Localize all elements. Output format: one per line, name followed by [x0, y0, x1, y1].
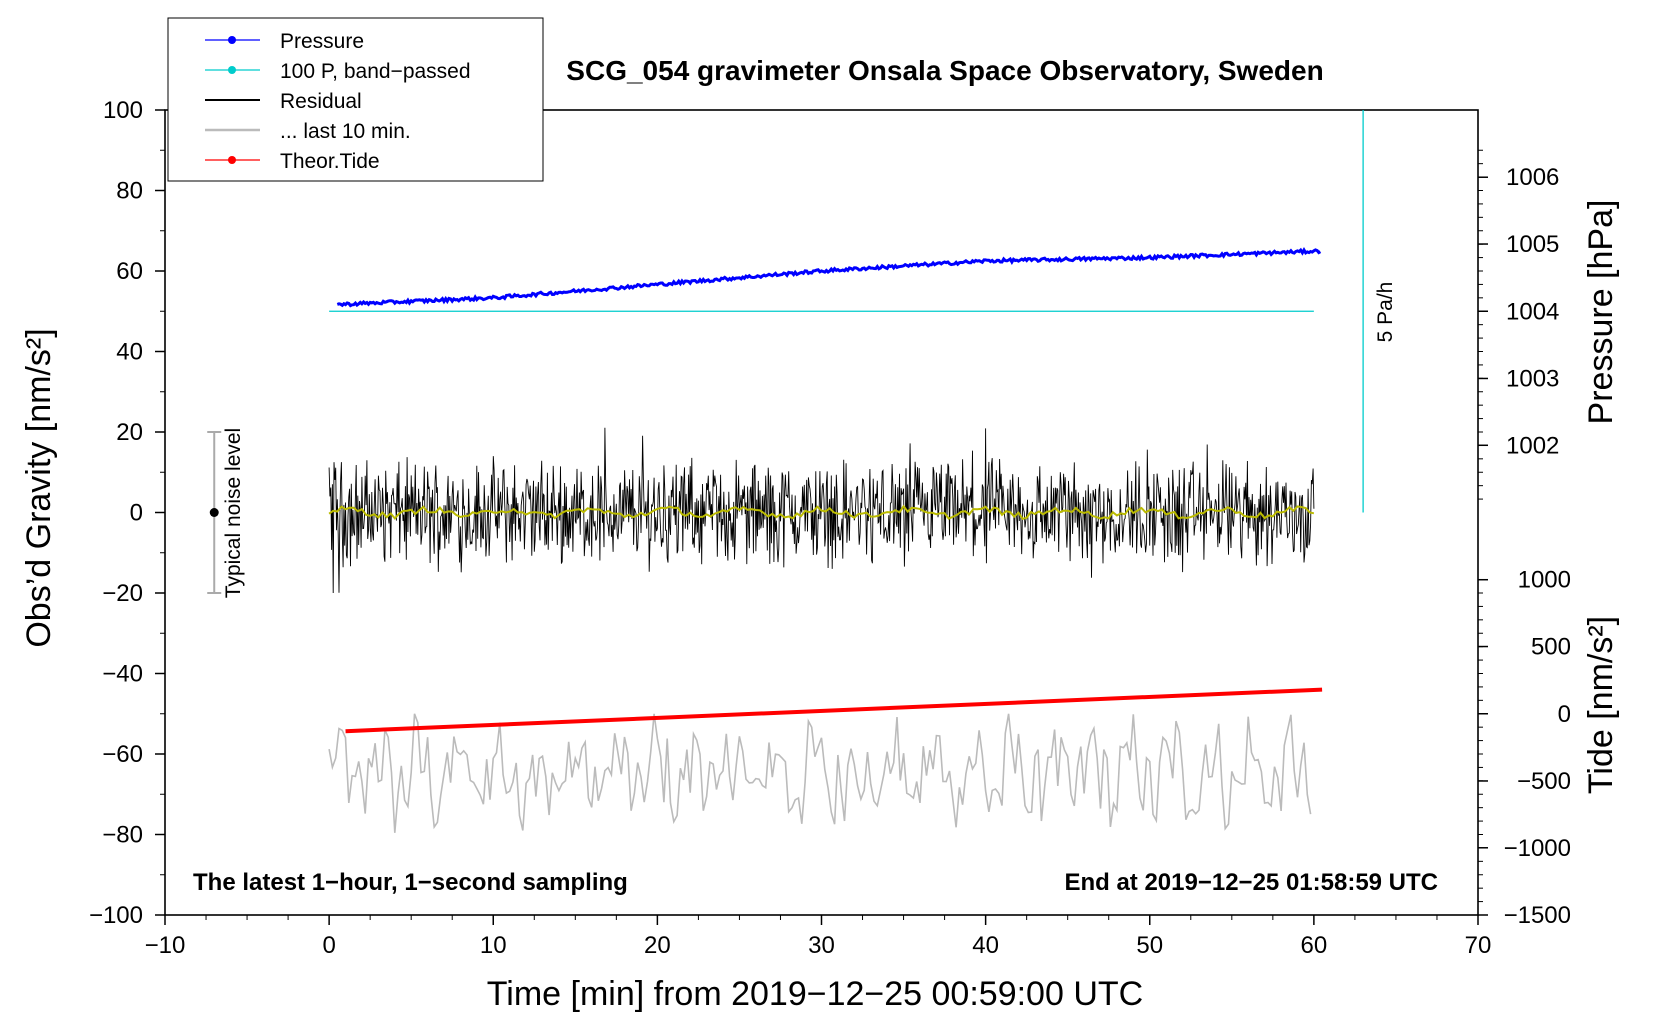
legend-label-band-passed: 100 P, band−passed: [280, 60, 471, 83]
x-tick-label: −10: [145, 932, 186, 959]
legend-marker-pressure: [228, 36, 236, 44]
legend-entry-last-10-min: ... last 10 min.: [205, 120, 411, 143]
series-pressure: [336, 247, 1322, 308]
y-tick-label: −100: [89, 902, 143, 929]
annotation-sampling: The latest 1−hour, 1−second sampling: [193, 869, 628, 896]
y-axis-title-tide: Tide [nm/s²]: [1582, 616, 1620, 794]
series-residual: [328, 427, 1315, 594]
pressure-tick-label: 1003: [1506, 365, 1559, 392]
annotation-end-time: End at 2019−12−25 01:58:59 UTC: [1064, 869, 1438, 896]
noise-level-label: Typical noise level: [222, 428, 245, 598]
y-tick-label: 40: [116, 339, 143, 366]
noise-bar-center: [209, 508, 219, 517]
pressure-tick-label: 1006: [1506, 164, 1559, 191]
series-last-10-min: [328, 713, 1312, 833]
y-axis-title-pressure: Pressure [hPa]: [1582, 200, 1620, 425]
x-axis-title: Time [min] from 2019−12−25 00:59:00 UTC: [487, 975, 1143, 1013]
legend-label-tide: Theor.Tide: [280, 150, 380, 173]
legend-entry-pressure: Pressure: [205, 30, 364, 53]
legend-entry-tide: Theor.Tide: [205, 150, 380, 173]
x-tick-label: 40: [972, 932, 999, 959]
x-tick-label: 50: [1136, 932, 1163, 959]
y-tick-label: −60: [102, 741, 143, 768]
y-tick-label: 100: [103, 97, 143, 124]
pressure-tick-label: 1002: [1506, 432, 1559, 459]
series-layer: [207, 110, 1364, 833]
legend-entry-band-passed: 100 P, band−passed: [205, 60, 471, 83]
y-tick-label: 60: [116, 258, 143, 285]
legend-label-pressure: Pressure: [280, 30, 364, 53]
tide-tick-label: −1500: [1504, 902, 1571, 929]
rate-bar-label: 5 Pa/h: [1374, 282, 1397, 343]
x-tick-label: 70: [1465, 932, 1492, 959]
y-tick-label: 0: [130, 500, 143, 527]
x-tick-label: 0: [322, 932, 335, 959]
tide-tick-label: 500: [1531, 634, 1571, 661]
chart-title: SCG_054 gravimeter Onsala Space Observat…: [566, 55, 1323, 86]
y-axis-title-left: Obs’d Gravity [nm/s²]: [20, 328, 58, 647]
pressure-tick-label: 1004: [1506, 298, 1559, 325]
x-tick-label: 10: [480, 932, 507, 959]
y-tick-label: −40: [102, 661, 143, 688]
series-residual-smoothed: [328, 504, 1315, 520]
axes-layer: −10 0 10 20 30 40 50 60 70100806040200−20−40−60−…: [89, 97, 1571, 959]
pressure-tick-label: 1005: [1506, 231, 1559, 258]
x-tick-label: 30: [808, 932, 835, 959]
legend-marker-tide: [228, 156, 236, 164]
tide-tick-label: 1000: [1518, 567, 1571, 594]
y-tick-label: 80: [116, 178, 143, 205]
legend-label-last-10-min: ... last 10 min.: [280, 120, 411, 143]
y-tick-label: −20: [102, 580, 143, 607]
x-tick-label: 20: [644, 932, 671, 959]
legend-label-residual: Residual: [280, 90, 362, 113]
legend-entry-residual: Residual: [205, 90, 362, 113]
legend-marker-band-passed: [228, 66, 236, 74]
y-tick-label: 20: [116, 419, 143, 446]
tide-tick-label: −1000: [1504, 835, 1571, 862]
legend: Pressure 100 P, band−passed Residual ...…: [167, 17, 544, 182]
series-theoretical-tide: [345, 687, 1323, 734]
tide-tick-label: 0: [1558, 701, 1571, 728]
x-tick-label: 60: [1301, 932, 1328, 959]
y-tick-label: −80: [102, 822, 143, 849]
tide-tick-label: −500: [1517, 768, 1571, 795]
